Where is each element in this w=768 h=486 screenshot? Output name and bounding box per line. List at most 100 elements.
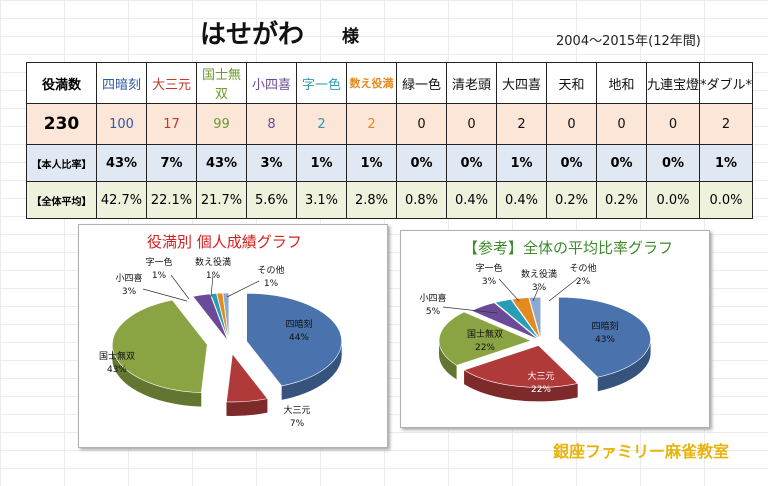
cell-avg: 0.2%: [546, 181, 597, 219]
leader-line: [498, 278, 520, 302]
cell-count: 100: [96, 103, 147, 145]
cell-count: 2: [346, 103, 397, 145]
leader-line: [548, 278, 578, 302]
cell-avg: 5.6%: [246, 181, 297, 219]
cell-count: 99: [196, 103, 247, 145]
pie-slice: [192, 293, 229, 342]
pie-slice: [511, 297, 541, 340]
own-ratio-row: 【本人比率】 43% 7% 43% 3% 1% 1% 0% 0% 1% 0% 0% 0% 1%: [26, 144, 753, 182]
header-row: 役満数 四暗刻 大三元 国士無双 小四喜 字一色 数え役満 緑一色 清老頭 大四喜 天和 地和 九連宝…: [26, 62, 753, 104]
average-chart-box: 【参考】全体の平均比率グラフ 四暗刻 43% 大三元 22% 国士無双 22% 小四喜 5% 字…: [400, 230, 710, 428]
cell-own: 0%: [596, 144, 647, 182]
cell-count: 17: [146, 103, 197, 145]
pie-slice-side: [464, 370, 578, 402]
slice-label: 小四喜 5%: [419, 292, 446, 317]
cell-avg: 0.8%: [396, 181, 447, 219]
cell-name: 天和: [546, 62, 597, 104]
cell-name: 国士無双: [196, 62, 247, 104]
cell-avg: 0.4%: [446, 181, 497, 219]
slice-label: 大三元 7%: [283, 404, 310, 429]
pie-slice: [111, 299, 208, 393]
yakuman-stats-table: 役満数 四暗刻 大三元 国士無双 小四喜 字一色 数え役満 緑一色 清老頭 大四喜 天和 地和 九連宝…: [26, 62, 753, 219]
slice-label: 大三元 22%: [527, 370, 554, 395]
cell-own: 43%: [96, 144, 147, 182]
pie-slice: [558, 296, 651, 378]
leader-line: [170, 274, 190, 300]
cell-avg: 42.7%: [96, 181, 147, 219]
row-label-count: 230: [26, 103, 97, 145]
cell-own: 1%: [699, 144, 753, 182]
honorific: 様: [342, 27, 359, 47]
average-pie-chart: 四暗刻 43% 大三元 22% 国士無双 22% 小四喜 5% 字一色 3% 数え役満 3% その他 2%: [419, 262, 651, 402]
personal-chart-box: 役満別 個人成績グラフ 四暗刻 44% 大三元 7% 国士無双 43% 小四喜 3% 字一色 1%…: [78, 224, 388, 448]
cell-own: 0%: [646, 144, 700, 182]
slice-label: 字一色 1%: [145, 256, 172, 281]
cell-name: 清老頭: [446, 62, 497, 104]
cell-name: 大三元: [146, 62, 197, 104]
cell-count: 0: [646, 103, 700, 145]
cell-own: 1%: [296, 144, 347, 182]
cell-own: 0%: [546, 144, 597, 182]
cell-avg: 0.4%: [496, 181, 547, 219]
cell-count: 0: [396, 103, 447, 145]
cell-name: 九連宝燈: [646, 62, 700, 104]
pie-slice: [494, 299, 540, 340]
cell-own: 1%: [496, 144, 547, 182]
pie-slice-side: [112, 344, 202, 407]
cell-own: 43%: [196, 144, 247, 182]
cell-own: 0%: [446, 144, 497, 182]
pie-slice: [222, 292, 230, 342]
average-ratio-row: 【全体平均】 42.7% 22.1% 21.7% 5.6% 3.1% 2.8% 0.8% 0.…: [26, 181, 753, 219]
cell-name: 地和: [596, 62, 647, 104]
row-label-own: 【本人比率】: [26, 144, 97, 182]
count-row: 230 100 17 99 8 2 2 0 0 2 0 0 0 2: [26, 103, 753, 145]
cell-own: 3%: [246, 144, 297, 182]
cell-count: 0: [446, 103, 497, 145]
average-chart-title: 【参考】全体の平均比率グラフ: [463, 239, 674, 257]
slice-label: 字一色 3%: [475, 262, 502, 287]
personal-pie-chart: 四暗刻 44%大三元 7%国士無双 43%小四喜 3%字一色 1%数え役満 1% その他 1%: [99, 256, 342, 429]
personal-chart-title: 役満別 個人成績グラフ: [147, 233, 302, 251]
pie-slice-side: [226, 398, 268, 416]
cell-avg: 3.1%: [296, 181, 347, 219]
pie-slice: [438, 311, 532, 366]
cell-count: 8: [246, 103, 297, 145]
leader-line: [442, 306, 498, 314]
cell-count: 0: [546, 103, 597, 145]
pie-slice: [246, 292, 342, 387]
cell-name: *ダブル*: [699, 62, 753, 104]
cell-avg: 0.2%: [596, 181, 647, 219]
slice-label: 数え役満 3%: [521, 268, 557, 293]
cell-count: 0: [596, 103, 647, 145]
slice-label: その他 2%: [569, 262, 596, 287]
cell-name: 小四喜: [246, 62, 297, 104]
cell-name: 字一色: [296, 62, 347, 104]
cell-name: 数え役満: [346, 62, 397, 104]
pie-slice-side: [597, 339, 651, 392]
leader-line: [226, 280, 260, 298]
cell-own: 1%: [346, 144, 397, 182]
row-label-avg: 【全体平均】: [26, 181, 97, 219]
cell-avg: 0.0%: [646, 181, 700, 219]
slice-label: 国士無双 43%: [99, 350, 135, 375]
leader-line: [210, 274, 214, 298]
school-name: 銀座ファミリー麻雀教室: [553, 442, 730, 461]
leader-line: [142, 288, 188, 302]
pie-slice-side: [281, 341, 342, 400]
page-title: はせがわ: [200, 20, 305, 50]
cell-avg: 0.0%: [699, 181, 753, 219]
cell-own: 7%: [146, 144, 197, 182]
row-label-header: 役満数: [26, 62, 97, 104]
slice-label: その他 1%: [257, 264, 284, 289]
pie-slice: [226, 353, 268, 403]
cell-avg: 2.8%: [346, 181, 397, 219]
slice-label: 四暗刻 44%: [285, 318, 312, 343]
cell-count: 2: [296, 103, 347, 145]
pie-slice-side: [439, 340, 457, 380]
slice-label: 国士無双 22%: [467, 328, 503, 353]
cell-count: 2: [496, 103, 547, 145]
cell-avg: 22.1%: [146, 181, 197, 219]
cell-name: 緑一色: [396, 62, 447, 104]
leader-line: [532, 286, 540, 302]
cell-name: 大四喜: [496, 62, 547, 104]
